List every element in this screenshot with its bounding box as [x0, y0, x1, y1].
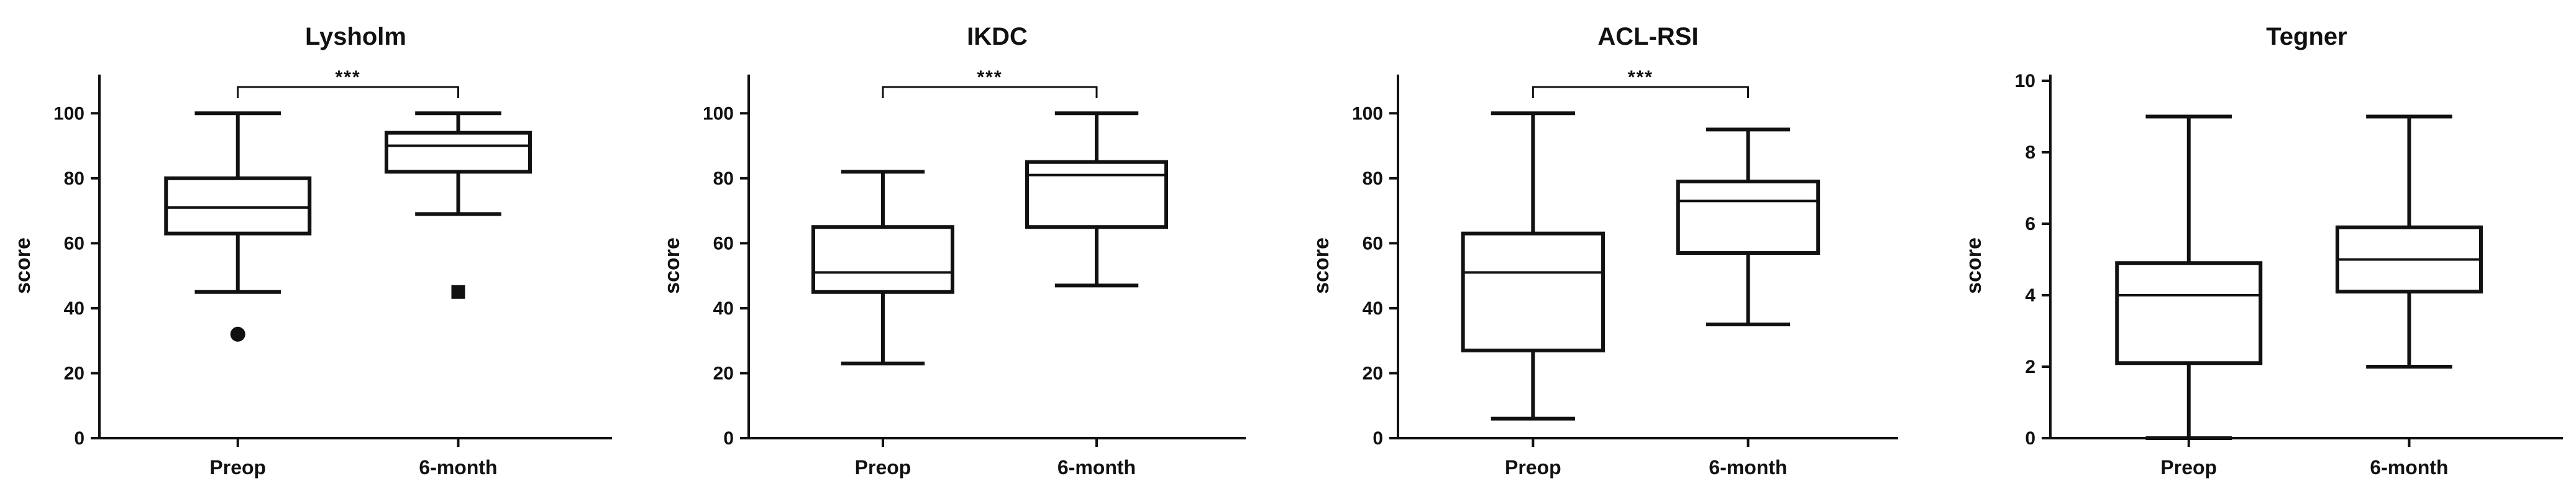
box-2: [1676, 127, 1820, 327]
y-tick-label: 40: [713, 298, 734, 319]
iqr-box: [1461, 231, 1605, 352]
chart-panel-3: ACL-RSI score 0 20 40 60 80 100 Preop 6-month ***: [1310, 23, 1898, 479]
y-tick-label: 0: [1372, 428, 1383, 449]
y-tick-label: 0: [2025, 428, 2035, 449]
x-tick-label: Preop: [2160, 456, 2217, 479]
y-tick-label: 2: [2025, 357, 2035, 377]
significance-bracket: [882, 86, 1098, 98]
y-tick-label: 6: [2025, 214, 2035, 234]
y-tick-label: 4: [2025, 285, 2035, 306]
y-tick-label: 60: [64, 233, 84, 254]
significance-label: ***: [336, 67, 361, 88]
y-tick-label: 80: [713, 168, 734, 189]
box-1: [164, 111, 312, 342]
y-tick-label: 20: [64, 363, 84, 383]
x-tick-label: 6-month: [1057, 456, 1136, 479]
y-tick-label: 60: [1363, 233, 1383, 254]
y-tick-label: 8: [2025, 142, 2035, 163]
y-tick-label: 20: [713, 363, 734, 383]
y-tick-label: 0: [723, 428, 734, 449]
significance-bracket: [237, 86, 459, 98]
x-tick-label: 6-month: [1709, 456, 1787, 479]
y-axis-label: score: [1310, 237, 1333, 294]
y-tick-label: 20: [1363, 363, 1383, 383]
outlier-point: [230, 326, 245, 342]
chart-panel-1: Lysholm score 0 20 40 60 80 100 Preop 6-month ***: [11, 23, 612, 479]
y-tick-label: 10: [2015, 71, 2035, 91]
y-tick-label: 80: [1363, 168, 1383, 189]
iqr-box: [1025, 160, 1168, 229]
y-axis-label: score: [11, 237, 35, 294]
chart-title: Lysholm: [305, 23, 406, 50]
significance-bracket: [1532, 86, 1749, 98]
iqr-box: [164, 176, 312, 236]
box-1: [811, 170, 954, 365]
x-tick-label: Preop: [209, 456, 266, 479]
x-tick-label: 6-month: [2370, 456, 2448, 479]
significance-label: ***: [977, 67, 1002, 88]
chart-panel-2: IKDC score 0 20 40 60 80 100 Preop 6-month ***: [660, 23, 1246, 479]
x-tick-label: Preop: [855, 456, 911, 479]
iqr-box: [385, 131, 532, 174]
y-tick-label: 100: [53, 103, 84, 124]
box-2: [2336, 114, 2483, 369]
chart-title: IKDC: [967, 23, 1028, 50]
y-axis-label: score: [660, 237, 684, 294]
iqr-box: [2115, 261, 2263, 365]
outlier-point: [451, 285, 465, 299]
y-tick-label: 100: [703, 103, 734, 124]
y-tick-label: 0: [74, 428, 84, 449]
y-tick-label: 80: [64, 168, 84, 189]
y-tick-label: 60: [713, 233, 734, 254]
x-tick-label: 6-month: [419, 456, 497, 479]
box-1: [1461, 111, 1605, 421]
y-tick-label: 40: [1363, 298, 1383, 319]
chart-panel-4: Tegner score 0 2 4 6 8 10 Preop 6-month: [1962, 23, 2563, 479]
iqr-box: [811, 225, 954, 294]
box-2: [385, 111, 532, 299]
y-tick-label: 100: [1352, 103, 1383, 124]
iqr-box: [1676, 180, 1820, 255]
chart-title: Tegner: [2266, 23, 2347, 50]
y-axis-label: score: [1962, 237, 1986, 294]
y-tick-label: 40: [64, 298, 84, 319]
box-2: [1025, 111, 1168, 288]
box-1: [2115, 114, 2263, 440]
significance-label: ***: [1628, 67, 1653, 88]
x-tick-label: Preop: [1505, 456, 1561, 479]
chart-title: ACL-RSI: [1597, 23, 1698, 50]
